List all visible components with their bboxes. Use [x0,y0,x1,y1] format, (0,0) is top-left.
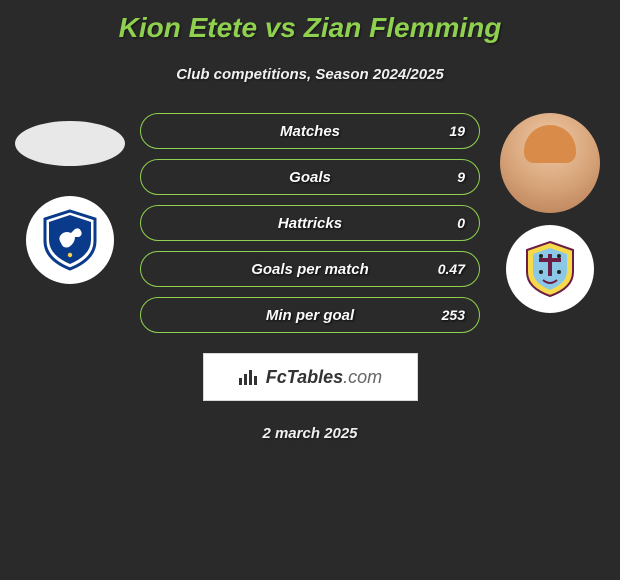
stat-value-right: 19 [449,123,465,139]
stat-label: Goals per match [141,261,479,278]
cardiff-badge-icon [37,207,103,273]
stat-bar: Min per goal 253 [140,297,480,333]
stat-bar: Goals per match 0.47 [140,251,480,287]
player-right-avatar [500,113,600,213]
burnley-badge-icon [517,236,583,302]
stat-label: Min per goal [141,307,479,324]
stat-label: Goals [141,169,479,186]
stat-label: Hattricks [141,215,479,232]
stat-value-right: 9 [457,169,465,185]
stat-value-right: 0.47 [438,261,465,277]
stat-label: Matches [141,123,479,140]
stat-bar: Matches 19 [140,113,480,149]
site-logo-suffix: .com [343,367,382,387]
stat-value-right: 0 [457,215,465,231]
site-logo-box: FcTables.com [203,353,418,401]
stat-bar: Goals 9 [140,159,480,195]
site-logo-text: FcTables.com [266,367,382,388]
player-right-club-badge [506,225,594,313]
comparison-subtitle: Club competitions, Season 2024/2025 [0,66,620,83]
player-left-column [10,113,130,284]
comparison-title: Kion Etete vs Zian Flemming [0,0,620,44]
stat-bar: Hattricks 0 [140,205,480,241]
comparison-date: 2 march 2025 [0,425,620,442]
player-left-avatar [15,121,125,166]
stat-value-right: 253 [442,307,465,323]
site-logo-main: FcTables [266,367,343,387]
stats-area: Matches 19 Goals 9 Hattricks 0 Goals per… [0,113,620,343]
bars-icon [238,368,260,386]
stat-bars: Matches 19 Goals 9 Hattricks 0 Goals per… [140,113,480,343]
player-right-column [490,113,610,313]
player-left-club-badge [26,196,114,284]
